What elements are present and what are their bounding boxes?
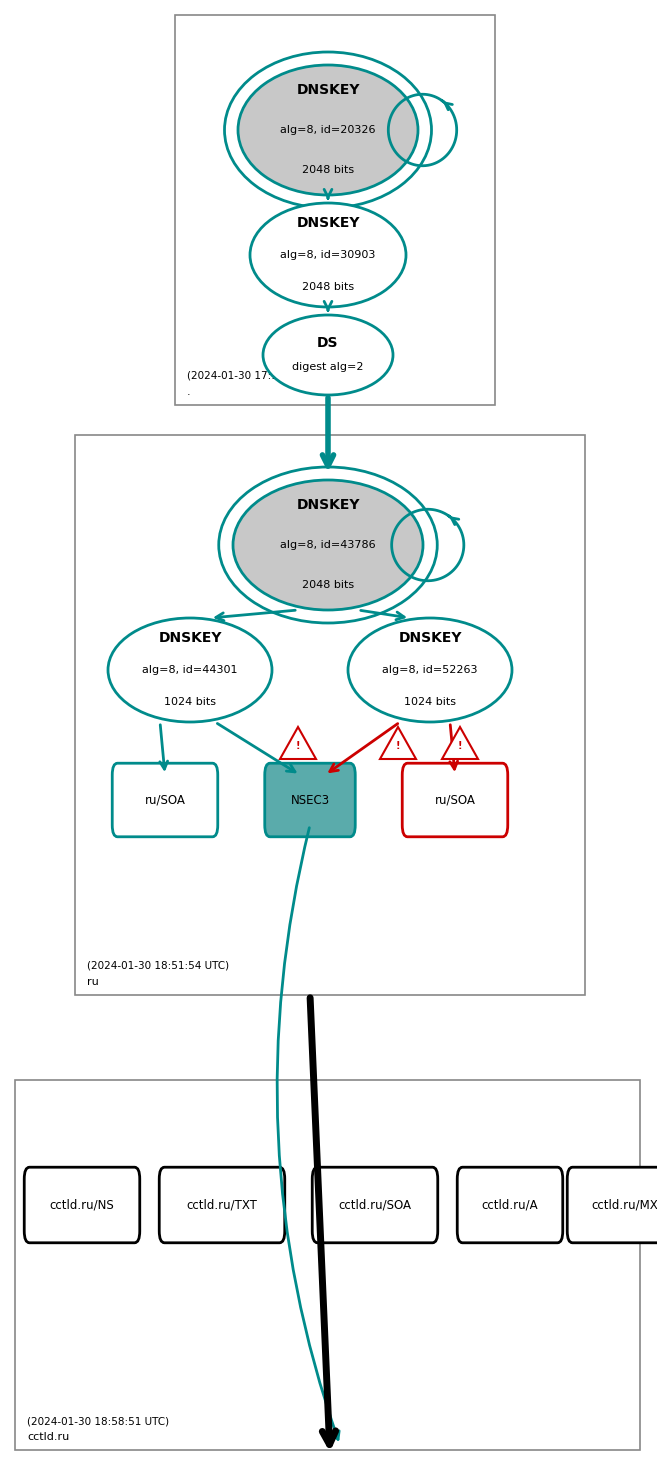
Text: DNSKEY: DNSKEY [296,82,360,97]
Text: DS: DS [317,336,339,349]
Ellipse shape [108,619,272,722]
Text: DNSKEY: DNSKEY [158,630,222,645]
FancyBboxPatch shape [402,763,508,837]
Text: alg=8, id=52263: alg=8, id=52263 [382,664,478,675]
Text: cctld.ru/TXT: cctld.ru/TXT [187,1199,258,1211]
FancyBboxPatch shape [567,1167,657,1243]
FancyBboxPatch shape [112,763,217,837]
Polygon shape [280,728,316,759]
Text: 2048 bits: 2048 bits [302,165,354,175]
Ellipse shape [233,480,423,610]
Text: !: ! [296,741,300,751]
Ellipse shape [250,203,406,306]
Text: (2024-01-30 18:51:54 UTC): (2024-01-30 18:51:54 UTC) [87,960,229,971]
Text: DNSKEY: DNSKEY [398,630,462,645]
Ellipse shape [238,65,418,194]
Text: 2048 bits: 2048 bits [302,580,354,591]
Text: 1024 bits: 1024 bits [404,697,456,707]
FancyBboxPatch shape [24,1167,140,1243]
Ellipse shape [348,619,512,722]
FancyBboxPatch shape [457,1167,563,1243]
Text: (2024-01-30 18:58:51 UTC): (2024-01-30 18:58:51 UTC) [27,1416,169,1426]
Text: alg=8, id=43786: alg=8, id=43786 [280,541,376,549]
Text: ru: ru [87,977,99,987]
Text: 1024 bits: 1024 bits [164,697,216,707]
Text: cctld.ru/NS: cctld.ru/NS [50,1199,114,1211]
FancyBboxPatch shape [75,435,585,994]
Text: digest alg=2: digest alg=2 [292,362,364,373]
Text: cctld.ru: cctld.ru [27,1432,69,1442]
FancyBboxPatch shape [265,763,355,837]
Text: (2024-01-30 17:18:52 UTC): (2024-01-30 17:18:52 UTC) [187,371,329,382]
Text: .: . [187,387,191,398]
Text: ru/SOA: ru/SOA [434,794,476,807]
Text: cctld.ru/MX: cctld.ru/MX [591,1199,657,1211]
Text: cctld.ru/SOA: cctld.ru/SOA [338,1199,411,1211]
FancyBboxPatch shape [312,1167,438,1243]
Text: DNSKEY: DNSKEY [296,215,360,230]
Text: !: ! [458,741,463,751]
Text: !: ! [396,741,400,751]
Text: cctld.ru/A: cctld.ru/A [482,1199,538,1211]
Text: DNSKEY: DNSKEY [296,498,360,511]
Text: alg=8, id=30903: alg=8, id=30903 [281,250,376,261]
Text: alg=8, id=44301: alg=8, id=44301 [143,664,238,675]
Ellipse shape [263,315,393,395]
FancyBboxPatch shape [175,15,495,405]
FancyBboxPatch shape [159,1167,284,1243]
Text: alg=8, id=20326: alg=8, id=20326 [281,125,376,136]
Text: ru/SOA: ru/SOA [145,794,185,807]
FancyBboxPatch shape [15,1080,640,1449]
Polygon shape [380,728,416,759]
Text: 2048 bits: 2048 bits [302,283,354,292]
Text: NSEC3: NSEC3 [290,794,330,807]
Polygon shape [442,728,478,759]
